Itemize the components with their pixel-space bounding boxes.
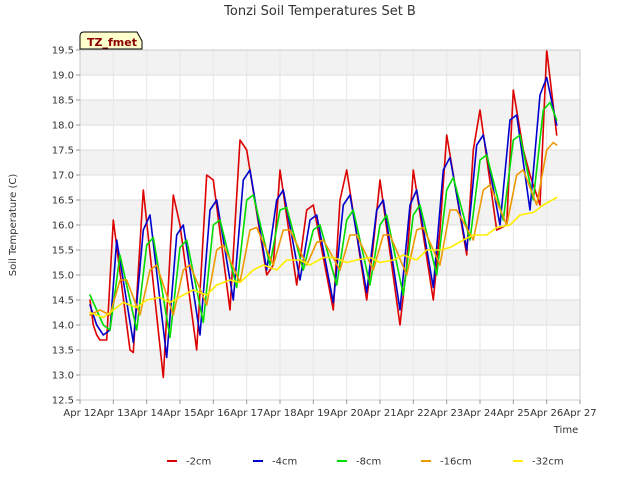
x-tick-label: Apr 22 <box>397 408 430 419</box>
series-line-32cm <box>89 196 558 319</box>
y-tick-label: 19.0 <box>52 71 74 82</box>
y-tick-label: 14.0 <box>52 321 74 332</box>
badge-shape <box>79 31 143 50</box>
x-tick-label: Apr 14 <box>130 408 163 419</box>
legend-label: -2cm <box>186 457 211 468</box>
y-tick-label: 19.5 <box>52 46 74 57</box>
legend-item: -2cm <box>167 457 211 468</box>
x-tick-label: Apr 15 <box>163 408 196 419</box>
grid-band <box>80 150 580 175</box>
x-tick-label: Apr 17 <box>230 408 263 419</box>
y-tick-label: 13.5 <box>52 346 74 357</box>
series-layer <box>89 49 558 379</box>
x-axis-label: Time <box>553 425 578 436</box>
x-tick-label: Apr 23 <box>430 408 463 419</box>
y-axis-label: Soil Temperature (C) <box>8 174 19 277</box>
chart-title: Tonzi Soil Temperatures Set B <box>223 4 416 19</box>
y-tick-label: 13.0 <box>52 371 74 382</box>
x-tick-label: Apr 20 <box>330 408 363 419</box>
x-tick-label: Apr 19 <box>297 408 330 419</box>
y-tick-label: 15.5 <box>52 246 74 257</box>
x-tick-label: Apr 18 <box>263 408 296 419</box>
x-tick-label: Apr 24 <box>463 408 496 419</box>
x-axis-ticks: Apr 12 Apr 13 Apr 14 Apr 15 Apr 16 Apr 17 Apr … <box>63 400 597 419</box>
legend-item: -32cm <box>513 457 564 468</box>
y-tick-label: 16.5 <box>52 196 74 207</box>
y-tick-label: 17.0 <box>52 171 74 182</box>
grid-band <box>80 325 580 350</box>
y-tick-label: 17.5 <box>52 146 74 157</box>
badge-label: TZ_fmet <box>87 36 137 49</box>
grid-band <box>80 75 580 100</box>
series-line-16cm <box>89 141 558 316</box>
station-badge: TZ_fmet <box>79 31 143 50</box>
grid-band <box>80 350 580 375</box>
x-tick-label: Apr 26 <box>530 408 563 419</box>
legend-label: -32cm <box>532 457 564 468</box>
x-tick-label: Apr 13 <box>97 408 130 419</box>
x-tick-label: Apr 12 <box>63 408 96 419</box>
legend-item: -8cm <box>337 457 381 468</box>
legend: -2cm -4cm -8cm -16cm -32cm <box>167 457 564 468</box>
grid-band <box>80 100 580 125</box>
y-tick-label: 18.0 <box>52 121 74 132</box>
grid-band <box>80 375 580 400</box>
y-tick-label: 18.5 <box>52 96 74 107</box>
legend-label: -4cm <box>272 457 297 468</box>
x-tick-label: Apr 16 <box>197 408 230 419</box>
x-tick-label: Apr 27 <box>563 408 596 419</box>
legend-item: -16cm <box>421 457 472 468</box>
x-tick-label: Apr 21 <box>363 408 396 419</box>
y-tick-label: 16.0 <box>52 221 74 232</box>
grid-band <box>80 300 580 325</box>
x-tick-label: Apr 25 <box>497 408 530 419</box>
y-tick-label: 15.0 <box>52 271 74 282</box>
legend-label: -8cm <box>356 457 381 468</box>
y-tick-label: 12.5 <box>52 396 74 407</box>
grid-band <box>80 50 580 75</box>
y-axis-ticks: 12.5 13.0 13.5 14.0 14.5 15.0 15.5 16.0 16.5 17.0… <box>52 46 80 407</box>
y-tick-label: 14.5 <box>52 296 74 307</box>
grid-band <box>80 125 580 150</box>
legend-item: -4cm <box>253 457 297 468</box>
series-line-4cm <box>89 76 558 359</box>
legend-label: -16cm <box>440 457 472 468</box>
